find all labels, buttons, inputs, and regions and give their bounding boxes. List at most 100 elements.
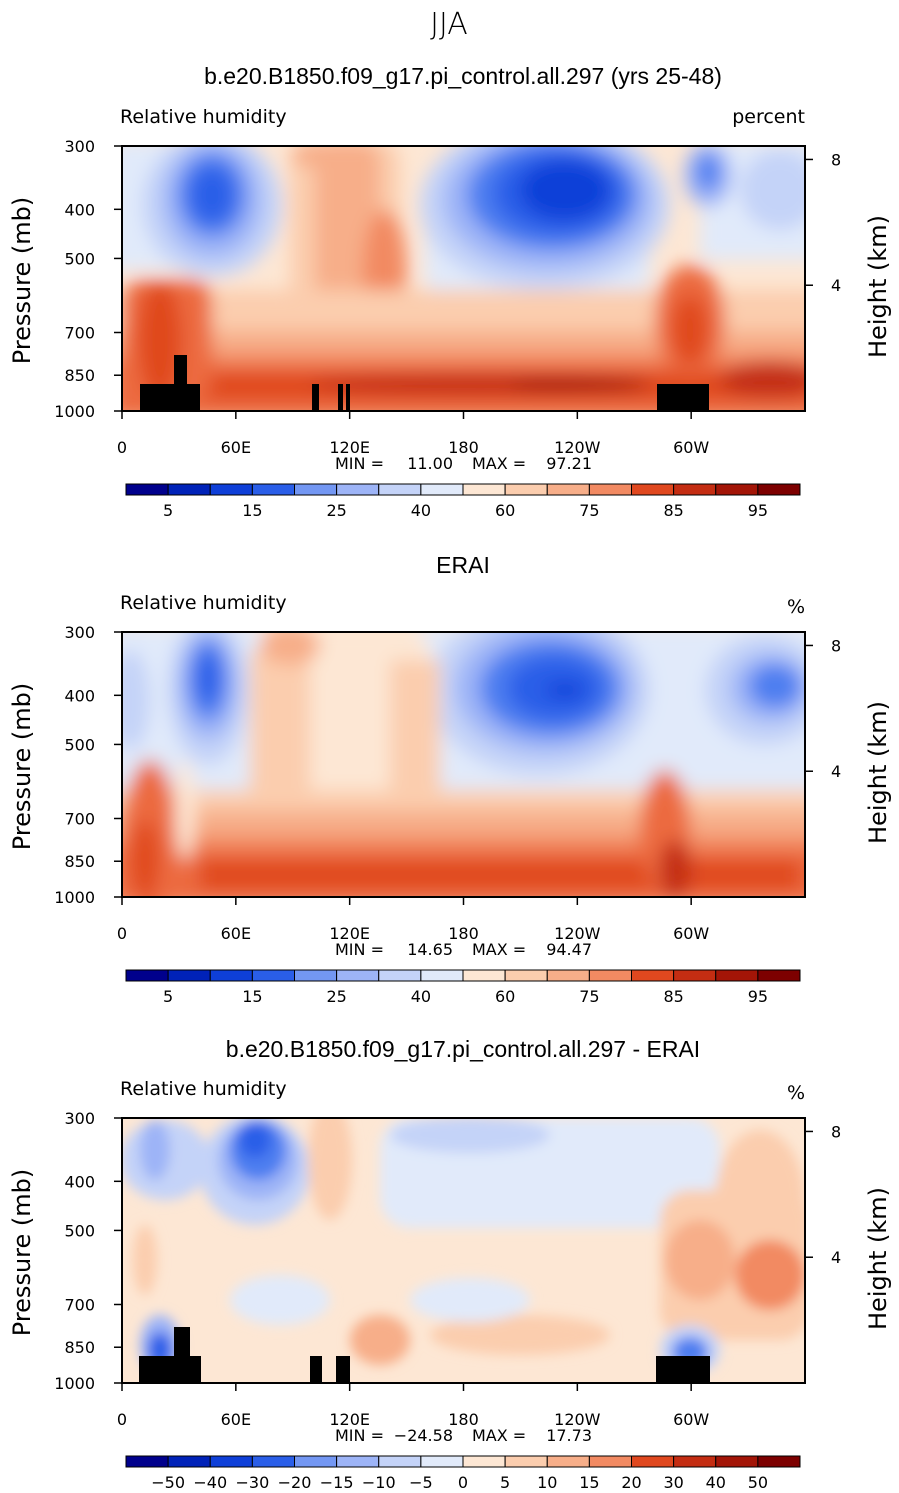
- xtick-label: 60W: [673, 924, 709, 943]
- min-label: MIN =: [335, 940, 384, 959]
- colorbar-label: −50: [151, 1473, 185, 1492]
- colorbar-label: 15: [579, 1473, 599, 1492]
- max-label: MAX =: [472, 940, 526, 959]
- contour-field: [122, 632, 805, 897]
- units-label: %: [787, 1082, 805, 1104]
- xtick-label: 180: [448, 438, 479, 457]
- field-label: Relative humidity: [120, 1078, 287, 1100]
- ytick2-label: 8: [831, 150, 841, 169]
- xtick-label: 60W: [673, 1410, 709, 1429]
- colorbar-swatch: [631, 969, 675, 982]
- colorbar-label: 75: [579, 987, 599, 1006]
- max-label: MAX =: [472, 1426, 526, 1445]
- ytick-label: 1000: [54, 1374, 95, 1393]
- colorbar-label: −40: [193, 1473, 227, 1492]
- ytick-label: 700: [64, 809, 95, 828]
- colorbar-swatch: [209, 1455, 253, 1468]
- ytick-label: 400: [64, 686, 95, 705]
- colorbar-label: −15: [320, 1473, 354, 1492]
- colorbar-swatch: [588, 1455, 632, 1468]
- land-mask: [140, 355, 709, 411]
- colorbar-label: 85: [663, 987, 683, 1006]
- max-value: 94.47: [546, 940, 592, 959]
- colorbar-label: 85: [663, 501, 683, 520]
- colorbar-swatch: [125, 1455, 169, 1468]
- land-mask: [139, 1327, 710, 1383]
- colorbar-label: 10: [537, 1473, 557, 1492]
- ytick-label: 850: [64, 852, 95, 871]
- colorbar-swatch: [167, 1455, 211, 1468]
- ytick-label: 700: [64, 1295, 95, 1314]
- colorbar-swatch: [167, 483, 211, 496]
- colorbar-swatch: [546, 969, 590, 982]
- colorbar-swatch: [673, 1455, 717, 1468]
- ytick2-label: 4: [831, 276, 841, 295]
- colorbar-label: 5: [163, 501, 173, 520]
- colorbar-label: 15: [242, 987, 262, 1006]
- colorbar-swatch: [546, 1455, 590, 1468]
- colorbar-swatch: [715, 1455, 759, 1468]
- ytick-label: 1000: [54, 402, 95, 421]
- xtick-label: 180: [448, 1410, 479, 1429]
- colorbar-swatch: [504, 969, 548, 982]
- min-value: 14.65: [407, 940, 453, 959]
- colorbar-label: 30: [663, 1473, 683, 1492]
- min-value: 11.00: [407, 454, 453, 473]
- y2-axis-title: Height (km): [864, 1187, 892, 1330]
- y-axis-title: Pressure (mb): [8, 683, 36, 850]
- ytick-label: 1000: [54, 888, 95, 907]
- y2-axis-title: Height (km): [864, 701, 892, 844]
- ytick-label: 500: [64, 249, 95, 268]
- colorbar-label: 20: [621, 1473, 641, 1492]
- y-axis-title: Pressure (mb): [8, 197, 36, 364]
- colorbar-label: 95: [748, 987, 768, 1006]
- xtick-label: 0: [117, 438, 127, 457]
- colorbar-swatch: [251, 969, 295, 982]
- colorbar-label: 40: [706, 1473, 726, 1492]
- xtick-label: 120W: [554, 1410, 601, 1429]
- units-label: %: [787, 596, 805, 618]
- max-value: 97.21: [546, 454, 592, 473]
- colorbar-swatch: [378, 1455, 422, 1468]
- colorbar-label: 0: [458, 1473, 468, 1492]
- panel-model: b.e20.B1850.f09_g17.pi_control.all.297 (…: [120, 63, 806, 412]
- panel-obs: ERAI Relative humidity %: [120, 552, 806, 898]
- colorbar-label: 50: [748, 1473, 768, 1492]
- colorbar-label: 75: [579, 501, 599, 520]
- ytick-label: 400: [64, 1172, 95, 1191]
- colorbar-swatch: [631, 1455, 675, 1468]
- ytick-label: 850: [64, 366, 95, 385]
- colorbar-swatch: [294, 1455, 338, 1468]
- xtick-label: 120E: [329, 924, 370, 943]
- colorbar-swatch: [209, 483, 253, 496]
- ytick2-label: 4: [831, 1248, 841, 1267]
- colorbar-swatch: [462, 1455, 506, 1468]
- colorbar-label: 40: [411, 501, 431, 520]
- colorbar-label: 5: [163, 987, 173, 1006]
- min-label: MIN =: [335, 454, 384, 473]
- panel-title: b.e20.B1850.f09_g17.pi_control.all.297 -…: [226, 1036, 700, 1062]
- colorbar-label: 60: [495, 501, 515, 520]
- colorbar-swatch: [294, 483, 338, 496]
- colorbar-label: 15: [242, 501, 262, 520]
- colorbar-label: −20: [278, 1473, 312, 1492]
- colorbar-swatch: [715, 483, 759, 496]
- colorbar-swatch: [715, 969, 759, 982]
- colorbar-swatch: [336, 1455, 380, 1468]
- colorbar-swatch: [588, 483, 632, 496]
- colorbar-swatch: [546, 483, 590, 496]
- colorbar-swatch: [673, 483, 717, 496]
- xtick-label: 60E: [221, 1410, 251, 1429]
- colorbar-swatch: [462, 969, 506, 982]
- colorbar-swatch: [125, 969, 169, 982]
- ytick2-label: 8: [831, 636, 841, 655]
- season-title: JJA: [430, 7, 468, 42]
- colorbar-swatch: [673, 969, 717, 982]
- xtick-label: 120E: [329, 438, 370, 457]
- xtick-label: 0: [117, 924, 127, 943]
- min-value: −24.58: [394, 1426, 453, 1445]
- colorbar-swatch: [757, 483, 801, 496]
- max-label: MAX =: [472, 454, 526, 473]
- ytick-label: 300: [64, 1109, 95, 1128]
